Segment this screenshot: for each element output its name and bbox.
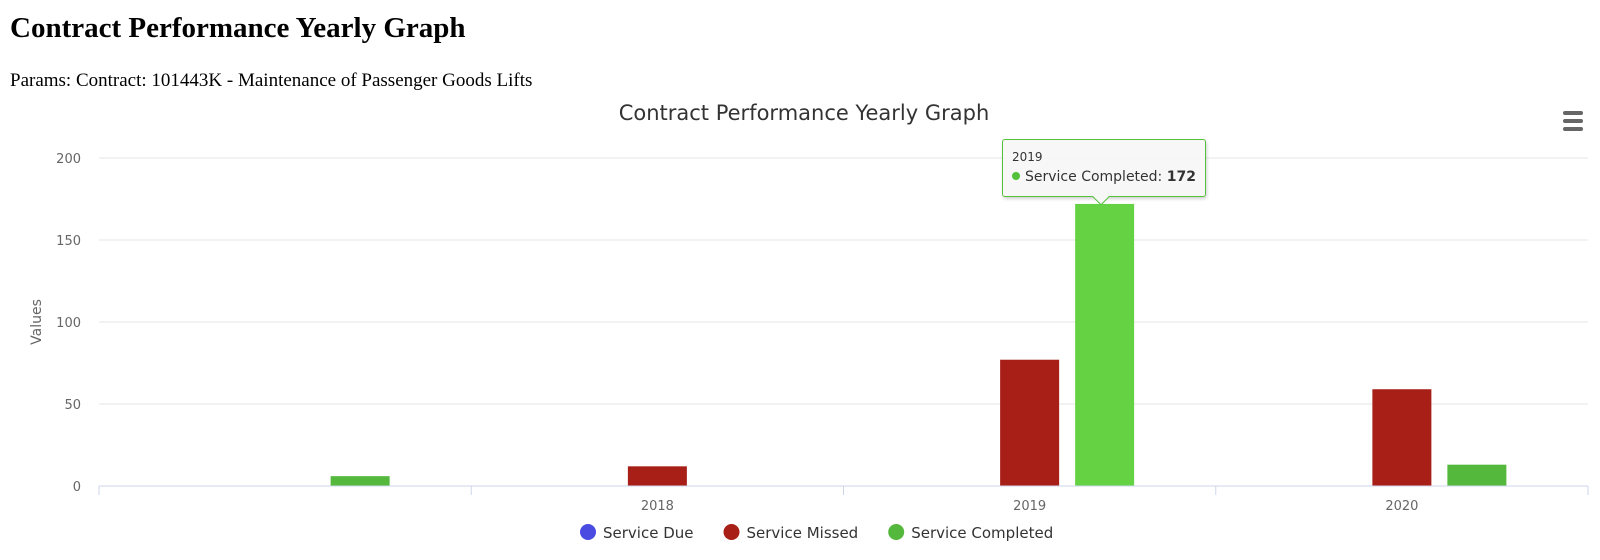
bar-service-missed[interactable]	[627, 466, 687, 486]
y-tick-label: 50	[64, 398, 81, 413]
bars	[330, 203, 1507, 487]
legend-marker	[580, 524, 596, 540]
tooltip-label: Service Completed:	[1025, 169, 1167, 185]
legend-label: Service Completed	[911, 524, 1053, 542]
tooltip-series-marker	[1012, 172, 1020, 180]
hamburger-menu-icon	[1563, 119, 1583, 123]
page-title: Contract Performance Yearly Graph	[10, 12, 466, 44]
legend-marker	[888, 524, 905, 540]
chart-menu-button[interactable]	[1558, 108, 1588, 134]
y-tick-label: 100	[56, 316, 81, 331]
chart-tooltip: 2019 Service Completed: 172	[1002, 139, 1206, 197]
y-tick-label: 200	[56, 152, 81, 167]
legend-item[interactable]: Service Due	[580, 524, 694, 542]
bar-service-missed[interactable]	[1372, 389, 1432, 486]
bar-service-missed[interactable]	[1000, 359, 1060, 486]
y-axis-title: Values	[29, 299, 45, 345]
legend-label: Service Due	[603, 524, 694, 542]
x-tick-label: 2020	[1385, 499, 1418, 514]
legend-item[interactable]: Service Completed	[888, 524, 1053, 542]
legend-label: Service Missed	[747, 524, 859, 542]
axes: 0 50 100 150 200 2018 2019 2020	[56, 152, 1589, 514]
hamburger-menu-icon	[1563, 127, 1583, 131]
bar-service-completed[interactable]	[1447, 464, 1507, 486]
tooltip-header: 2019	[1012, 150, 1043, 164]
tooltip-row: Service Completed: 172	[1012, 169, 1196, 185]
chart-title: Contract Performance Yearly Graph	[619, 101, 990, 125]
legend-item[interactable]: Service Missed	[723, 524, 859, 542]
y-tick-label: 150	[56, 234, 81, 249]
tooltip-value: 172	[1166, 169, 1196, 185]
y-tick-label: 0	[73, 480, 81, 495]
hamburger-menu-icon	[1563, 111, 1583, 115]
report-params: Params: Contract: 101443K - Maintenance …	[10, 70, 533, 91]
x-tick-label: 2018	[641, 499, 674, 514]
grid-lines	[99, 157, 1588, 405]
legend-marker	[723, 524, 740, 540]
bar-service-completed[interactable]	[330, 476, 390, 486]
bar-service-completed[interactable]	[1075, 203, 1135, 487]
x-tick-label: 2019	[1013, 499, 1046, 514]
legend: Service Due Service Missed Service Complet…	[580, 524, 1053, 542]
chart-container: 0 50 100 150 200 2018 2019 2020 Service Due Serv…	[0, 95, 1600, 560]
